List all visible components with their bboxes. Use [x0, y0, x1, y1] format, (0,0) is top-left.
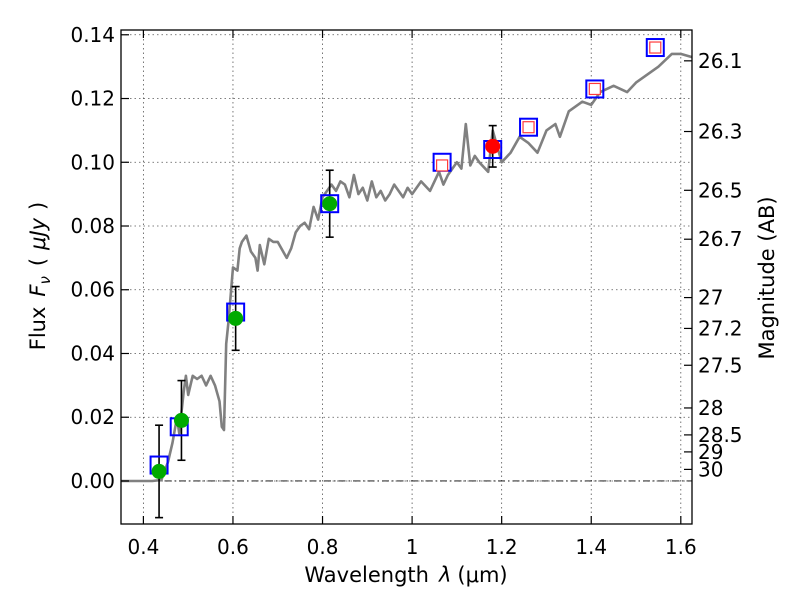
y-tick-label: 0.04 [70, 341, 115, 365]
model-flux-box [585, 79, 605, 99]
magnitude-tick-label: 26.7 [698, 227, 743, 251]
photometry-point [151, 463, 167, 479]
magnitude-tick-label: 27.2 [698, 316, 743, 340]
magnitude-tick-label: 27 [698, 286, 723, 310]
y-tick-label: 0.14 [70, 23, 115, 47]
x-tick-label: 0.8 [307, 535, 339, 559]
upper-limit-point [522, 121, 535, 134]
photometry-point [173, 412, 189, 428]
y-tick-label: 0.06 [70, 278, 115, 302]
photometry-point [485, 138, 501, 154]
ticks [121, 30, 692, 524]
model-flux-box [320, 194, 340, 214]
magnitude-tick-label: 27.5 [698, 353, 743, 377]
x-tick-label: 0.4 [127, 535, 159, 559]
x-tick-label: 1.2 [486, 535, 518, 559]
x-tick-label: 0.6 [217, 535, 249, 559]
x-tick-labels: 0.4 0.6 0.8 1 1.2 1.4 1.6 [127, 535, 696, 559]
magnitude-tick-label: 26.5 [698, 178, 743, 202]
y-tick-label: 0.12 [70, 87, 115, 111]
y-tick-label: 0.10 [70, 150, 115, 174]
plot-frame [120, 29, 693, 525]
magnitude-tick-label: 29 [698, 440, 723, 464]
magnitude-tick-label: 30 [698, 457, 723, 481]
y-axis-title: FluxFν(μJy) [26, 202, 54, 351]
spectrum-line [121, 52, 693, 483]
photometry-points [151, 41, 662, 479]
model-flux-box [519, 117, 539, 137]
error-bars [155, 124, 497, 519]
magnitude-tick-label: 26.1 [698, 49, 743, 73]
magnitude-axis-title: Magnitude (AB) [755, 196, 779, 359]
upper-limit-point [436, 159, 449, 172]
upper-limit-point [588, 82, 601, 96]
y-tick-labels: 0.00 0.02 0.04 0.06 0.08 0.10 0.12 0.14 [70, 23, 115, 493]
photometry-point [228, 310, 244, 326]
x-axis-title: Wavelength λ (μm) [304, 563, 507, 587]
x-tick-label: 1.6 [665, 535, 697, 559]
grid [121, 30, 692, 524]
magnitude-tick-label: 26.3 [698, 120, 743, 144]
upper-limit-point [649, 41, 662, 54]
y-tick-label: 0.02 [70, 405, 115, 429]
model-flux-box [645, 38, 665, 58]
y-tick-label: 0.08 [70, 214, 115, 238]
spectrum-layer [121, 52, 693, 483]
x-tick-label: 1.4 [575, 535, 607, 559]
magnitude-tick-label: 28.5 [698, 423, 743, 447]
photometry-point [322, 196, 338, 212]
x-tick-label: 1 [406, 535, 419, 559]
magnitude-tick-label: 28 [698, 396, 723, 420]
y-tick-label: 0.00 [70, 469, 115, 493]
